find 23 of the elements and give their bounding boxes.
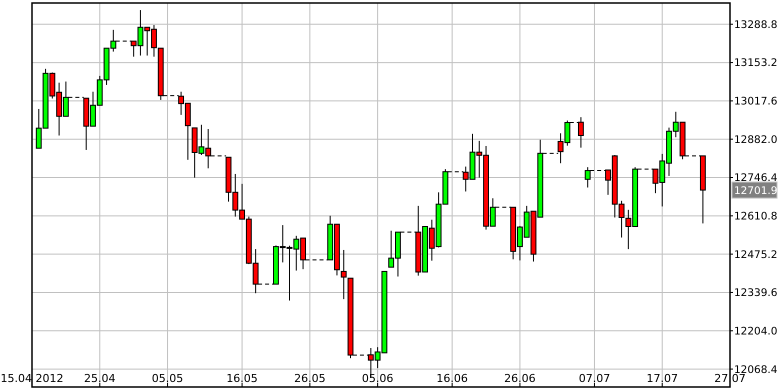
candlestick [340, 249, 347, 300]
x-tick-label: 16.05 [226, 372, 258, 385]
x-tick-label: 17.07 [646, 372, 678, 385]
y-tick-label: 13017.6 [734, 96, 778, 108]
y-tick-label: 12610.8 [734, 210, 778, 222]
y-tick-label: 12475.2 [734, 248, 778, 261]
x-tick-label: 25.04 [84, 372, 116, 385]
x-tick-label: 16.06 [436, 372, 468, 385]
y-tick-label: 12882.0 [734, 134, 778, 146]
text: 12701.9 [734, 184, 778, 197]
candlestick [584, 166, 591, 188]
x-tick-label: 05.05 [152, 372, 184, 385]
x-tick-label: 07.07 [578, 372, 610, 385]
candlestick [578, 116, 584, 148]
y-tick-label: 13153.2 [734, 57, 778, 70]
y-tick-label: 13288.8 [734, 18, 778, 31]
y-tick-label: 12339.6 [734, 287, 778, 300]
y-tick-label: 12204.0 [734, 325, 778, 338]
y-tick-label: 12746.4 [734, 172, 778, 184]
x-tick-label: 26.06 [504, 372, 536, 385]
x-tick-label: 15.04 2012 [0, 372, 64, 385]
x-tick-label: 26.05 [294, 372, 326, 385]
x-tick-label: 05.06 [362, 372, 394, 385]
